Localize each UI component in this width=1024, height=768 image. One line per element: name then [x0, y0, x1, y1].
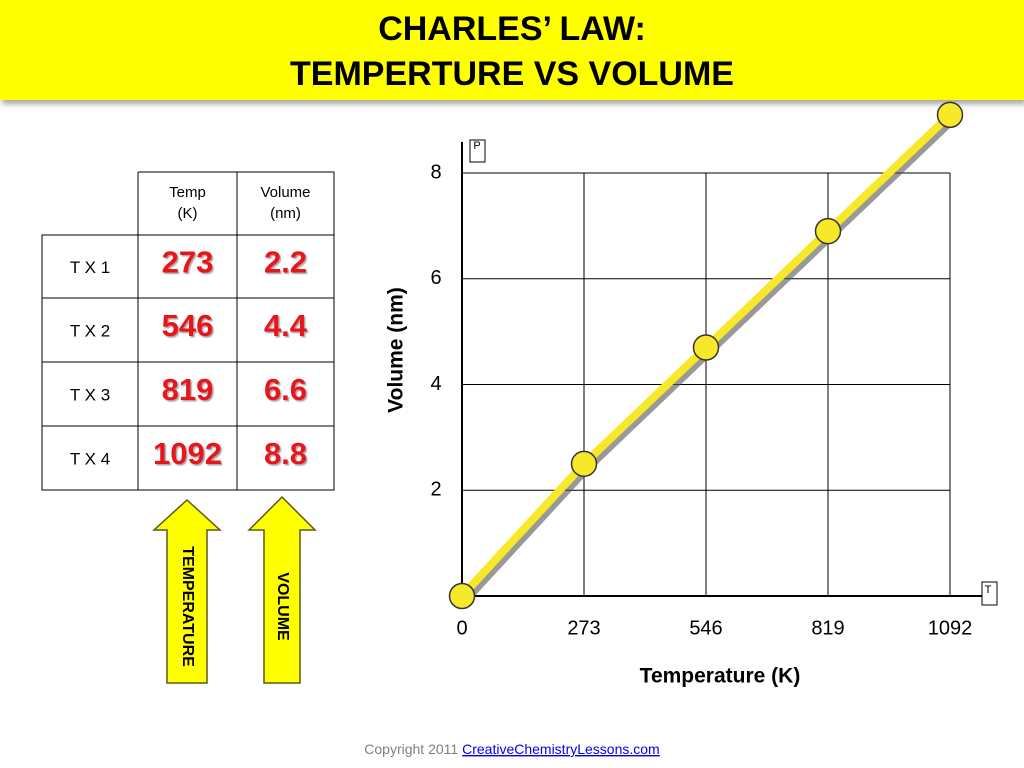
x-tick-label: 1092 [928, 617, 973, 639]
row-label: T X 4 [70, 449, 110, 468]
column-header: Volume [260, 184, 310, 201]
axis-marker: P [473, 140, 480, 152]
y-axis-title: Volume (nm) [385, 287, 408, 413]
arrow-label: TEMPERATURE [179, 546, 196, 667]
y-tick-label: 2 [430, 479, 441, 501]
link[interactable]: CreativeChemistryLessons.com [462, 741, 660, 757]
point [936, 101, 964, 129]
x-tick-label: 819 [811, 617, 844, 639]
cell-value: 2.2 [264, 245, 307, 280]
column-header: Temp [169, 184, 206, 201]
copyright: Copyright 2011 [364, 741, 462, 757]
y-tick-label: 6 [430, 267, 441, 289]
title-banner [0, 0, 1024, 100]
arrow [152, 498, 222, 684]
point [692, 334, 720, 361]
y-tick-label: 8 [430, 161, 441, 183]
x-tick-label: 546 [689, 617, 722, 639]
column-header: (nm) [270, 205, 301, 222]
point [814, 217, 842, 245]
arrow [247, 495, 317, 684]
title-line: CHARLES’ LAW: [378, 10, 646, 48]
cell-value: 1092 [153, 436, 222, 471]
axis-marker-box [981, 581, 998, 606]
x-tick-label: 273 [567, 617, 600, 639]
x-axis-title: Temperature (K) [640, 665, 801, 688]
x-tick-label: 0 [456, 617, 467, 639]
cell-value: 6.6 [264, 372, 307, 407]
y-tick-label: 4 [430, 373, 441, 395]
cell-value: 4.4 [264, 308, 308, 343]
point [570, 450, 598, 478]
title-line: TEMPERTURE VS VOLUME [290, 55, 734, 93]
footer: Copyright 2011 CreativeChemistryLessons.… [364, 741, 659, 757]
cell-value: 273 [162, 245, 214, 280]
row-label: T X 2 [70, 321, 110, 340]
axis-marker-box [469, 139, 486, 163]
cell-value: 819 [162, 372, 214, 407]
cell-value: 546 [162, 308, 214, 343]
row-label: T X 1 [70, 258, 110, 277]
axis-marker: T [985, 584, 992, 596]
row-label: T X 3 [70, 385, 110, 404]
column-header: (K) [178, 205, 198, 222]
cell-value: 8.8 [264, 436, 307, 471]
arrow-label: VOLUME [274, 572, 291, 641]
point [448, 582, 476, 610]
